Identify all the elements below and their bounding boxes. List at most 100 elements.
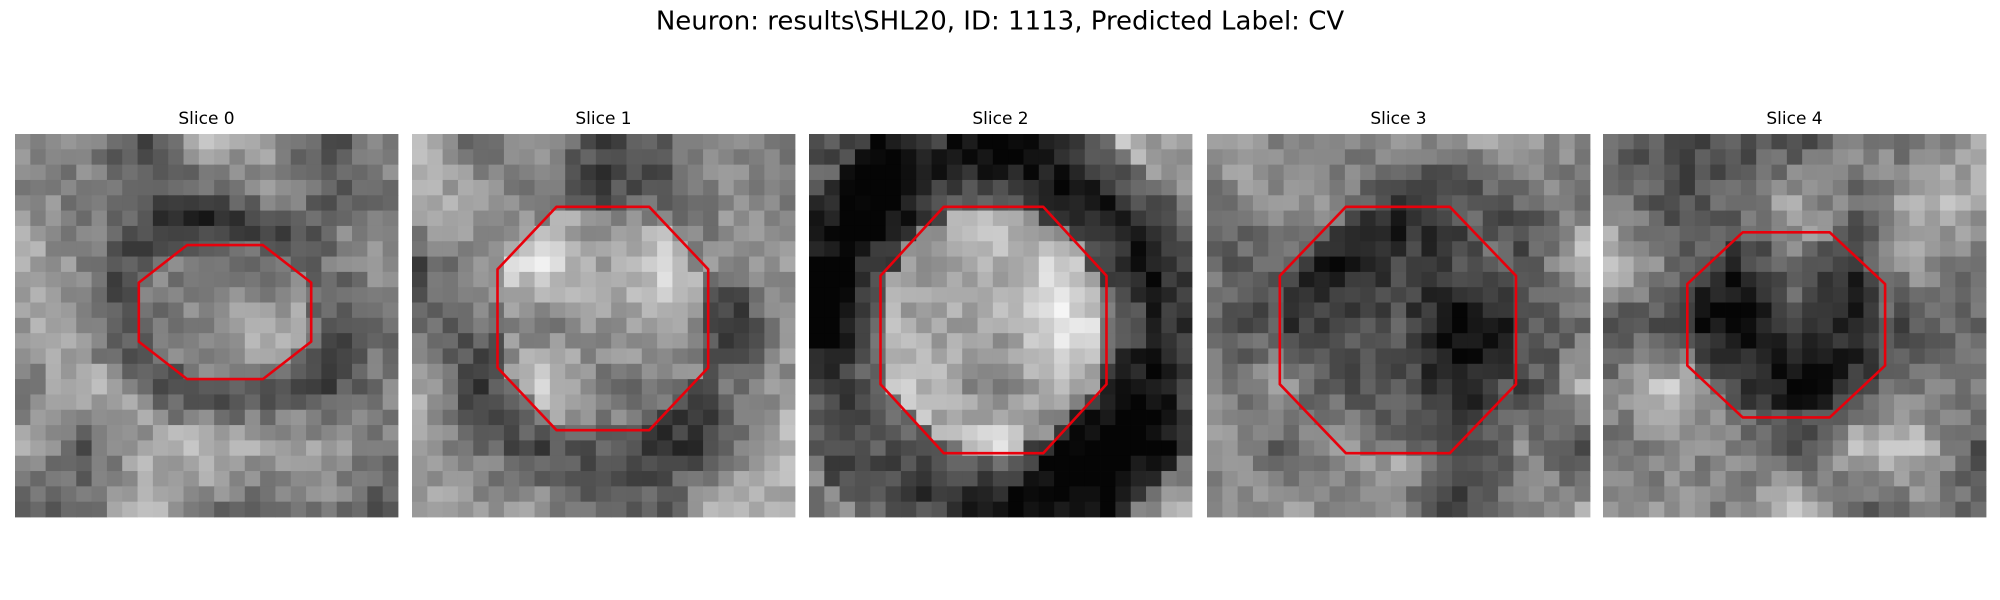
pixel — [885, 241, 902, 257]
pixel — [244, 179, 261, 196]
pixel — [657, 287, 673, 303]
pixel — [1390, 149, 1407, 166]
pixel — [60, 471, 77, 487]
pixel — [977, 333, 994, 349]
pixel — [641, 241, 658, 257]
pixel — [488, 149, 505, 166]
pixel — [1633, 455, 1650, 472]
pixel — [457, 440, 474, 457]
pixel — [733, 486, 750, 503]
pixel — [15, 455, 31, 472]
pixel — [1955, 501, 1972, 518]
pixel — [1817, 287, 1834, 303]
pixel — [76, 317, 92, 334]
pixel — [1863, 241, 1880, 257]
pixel — [1161, 317, 1178, 334]
pixel — [244, 501, 261, 518]
pixel — [214, 134, 230, 150]
pixel — [152, 409, 169, 426]
pixel — [1863, 455, 1880, 472]
pixel — [367, 164, 384, 181]
pixel — [137, 179, 154, 196]
pixel — [1756, 179, 1772, 196]
pixel — [321, 134, 338, 150]
pixel — [198, 179, 215, 196]
pixel — [106, 317, 123, 334]
pixel — [611, 210, 627, 227]
pixel — [1038, 302, 1055, 319]
pixel — [1222, 225, 1239, 242]
pixel — [1544, 425, 1560, 441]
pixel — [519, 134, 535, 150]
pixel — [488, 179, 505, 196]
pixel — [1498, 363, 1514, 380]
pixel — [870, 455, 886, 472]
pixel — [275, 271, 292, 288]
pixel — [1390, 271, 1407, 288]
pixel — [595, 394, 612, 411]
pixel — [1360, 455, 1376, 472]
pixel — [1955, 379, 1972, 395]
pixel — [1633, 195, 1650, 211]
pixel — [1298, 287, 1315, 303]
pixel — [168, 241, 184, 257]
pixel — [290, 225, 307, 242]
pixel — [1452, 164, 1468, 181]
pixel — [1237, 471, 1254, 487]
pixel — [1207, 271, 1223, 288]
pixel — [1023, 195, 1040, 211]
pixel — [749, 134, 765, 150]
pixel — [885, 363, 902, 380]
pixel — [1513, 394, 1530, 411]
pixel — [885, 394, 902, 411]
pixel — [1038, 379, 1055, 395]
pixel — [198, 241, 215, 257]
pixel — [779, 225, 796, 242]
pixel — [1298, 317, 1315, 334]
pixel — [1664, 501, 1680, 518]
pixel — [1832, 379, 1849, 395]
pixel — [824, 210, 841, 227]
pixel — [168, 225, 184, 242]
pixel — [1771, 394, 1788, 411]
pixel — [1498, 225, 1514, 242]
pixel — [1452, 471, 1468, 487]
pixel — [1528, 455, 1545, 472]
pixel — [442, 256, 459, 273]
pixel — [122, 333, 138, 349]
pixel — [1909, 225, 1926, 242]
pixel — [1146, 440, 1162, 457]
pixel — [1482, 256, 1499, 273]
pixel — [1329, 379, 1346, 395]
pixel — [1909, 348, 1926, 365]
pixel — [1115, 363, 1132, 380]
pixel — [1436, 455, 1453, 472]
pixel — [611, 486, 627, 503]
pixel — [45, 225, 62, 242]
pixel — [1878, 210, 1895, 227]
pixel — [1909, 287, 1926, 303]
pixel — [229, 287, 246, 303]
pixel — [1756, 501, 1772, 518]
pixel — [336, 256, 353, 273]
pixel — [260, 287, 276, 303]
pixel — [1314, 486, 1330, 503]
pixel — [992, 379, 1009, 395]
pixel — [321, 425, 338, 441]
pixel — [916, 271, 932, 288]
pixel — [1756, 363, 1772, 380]
pixel — [1498, 241, 1514, 257]
pixel — [1924, 134, 1941, 150]
pixel — [244, 317, 261, 334]
pixel — [244, 455, 261, 472]
pixel — [106, 348, 123, 365]
pixel — [1848, 271, 1864, 288]
pixel — [611, 440, 627, 457]
pixel — [1161, 501, 1178, 518]
pixel — [229, 348, 246, 365]
pixel — [611, 302, 627, 319]
pixel — [1648, 149, 1665, 166]
pixel — [45, 134, 62, 150]
pixel — [229, 363, 246, 380]
pixel — [641, 348, 658, 365]
